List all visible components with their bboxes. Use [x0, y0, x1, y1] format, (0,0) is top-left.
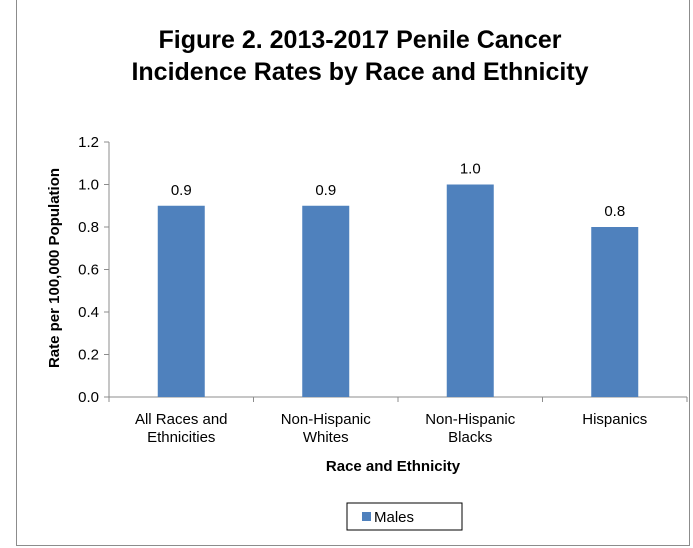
x-tick-label: Blacks	[448, 429, 492, 446]
data-label: 0.8	[604, 203, 625, 220]
data-label: 0.9	[171, 182, 192, 199]
chart-title-line-1: Figure 2. 2013-2017 Penile Cancer	[159, 26, 562, 54]
data-label: 1.0	[460, 161, 481, 178]
bar-series-males	[157, 184, 639, 397]
bar	[446, 184, 494, 397]
chart-title-line-2: Incidence Rates by Race and Ethnicity	[131, 58, 588, 86]
data-labels: 0.9 0.9 1.0 0.8	[171, 161, 625, 221]
x-tick-label: Non-Hispanic	[425, 411, 516, 428]
x-tick-label: Whites	[303, 429, 349, 446]
chart-title: Figure 2. 2013-2017 Penile Cancer Incide…	[131, 26, 588, 86]
y-tick-label: 1.0	[78, 177, 99, 194]
chart-frame	[16, 0, 690, 546]
y-tick-label: 0.8	[78, 219, 99, 236]
legend-swatch-males	[362, 512, 371, 521]
bar	[157, 205, 205, 397]
bar	[591, 227, 639, 397]
y-axis-title: Rate per 100,000 Population	[46, 168, 63, 368]
legend: Males	[346, 502, 463, 531]
x-axis	[108, 396, 688, 402]
x-tick-label: Ethnicities	[147, 429, 215, 446]
y-tick-label: 0.6	[78, 262, 99, 279]
y-tick-label: 0.4	[78, 304, 99, 321]
y-axis: 0.0 0.2 0.4 0.6 0.8 1.0 1.2	[78, 134, 110, 406]
y-tick-label: 1.2	[78, 134, 99, 151]
bar	[302, 205, 350, 397]
data-label: 0.9	[315, 182, 336, 199]
legend-box	[346, 502, 463, 531]
x-tick-label: Non-Hispanic	[281, 411, 372, 428]
x-axis-title: Race and Ethnicity	[326, 458, 461, 475]
category-labels: All Races andEthnicitiesNon-HispanicWhit…	[135, 411, 647, 446]
y-tick-label: 0.0	[78, 389, 99, 406]
legend-label-males: Males	[374, 509, 414, 526]
y-tick-label: 0.2	[78, 347, 99, 364]
x-tick-label: Hispanics	[582, 411, 647, 428]
x-tick-label: All Races and	[135, 411, 228, 428]
